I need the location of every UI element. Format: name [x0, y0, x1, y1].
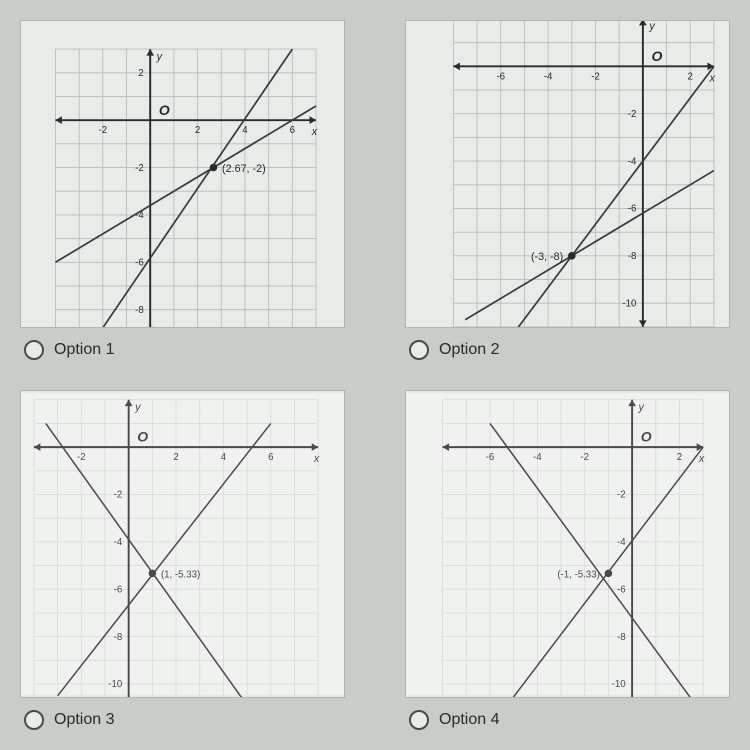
option-3-block: -2 2 4 6 -2 -4 -6 -8 -10 Oy x (1, -5.33) Option 3 [20, 390, 345, 730]
svg-text:2: 2 [138, 68, 143, 79]
option-4-graph: -6 -4 -2 2 -2 -4 -6 -8 -10 Oy x (-1, -5.33) [405, 390, 730, 698]
svg-text:O: O [159, 102, 170, 118]
svg-text:2: 2 [677, 452, 682, 463]
option-1-row[interactable]: Option 1 [20, 340, 345, 360]
svg-text:-4: -4 [544, 71, 553, 82]
svg-text:2: 2 [688, 71, 693, 82]
option-1-block: -22462-2-4-6-8Oyx(2.67, -2) Option 1 [20, 20, 345, 360]
option-4-label: Option 4 [439, 711, 499, 729]
svg-text:-2: -2 [617, 490, 626, 501]
svg-text:6: 6 [290, 125, 295, 136]
svg-text:(2.67, -2): (2.67, -2) [222, 163, 266, 175]
svg-text:-2: -2 [114, 490, 123, 501]
svg-text:O: O [137, 429, 148, 445]
svg-text:y: y [638, 401, 645, 413]
svg-text:-6: -6 [486, 452, 495, 463]
svg-text:(-1, -5.33): (-1, -5.33) [557, 570, 599, 581]
option-4-radio[interactable] [409, 710, 429, 730]
svg-text:x: x [311, 126, 318, 138]
svg-text:-2: -2 [580, 452, 589, 463]
option-2-label: Option 2 [439, 341, 499, 359]
svg-text:-6: -6 [135, 258, 144, 269]
svg-text:x: x [313, 453, 320, 465]
svg-text:-8: -8 [135, 305, 144, 316]
option-3-graph: -2 2 4 6 -2 -4 -6 -8 -10 Oy x (1, -5.33) [20, 390, 345, 698]
option-2-block: -6 -4 -2 2 -2 -4 -6 -8 -10 Oy x (-3, -8) Option 2 [405, 20, 730, 360]
svg-text:-4: -4 [617, 537, 626, 548]
option-1-graph: -22462-2-4-6-8Oyx(2.67, -2) [20, 20, 345, 328]
svg-text:-10: -10 [622, 298, 636, 309]
svg-text:-2: -2 [99, 125, 108, 136]
svg-text:-6: -6 [628, 204, 637, 215]
svg-text:y: y [156, 51, 163, 63]
svg-text:-4: -4 [533, 452, 542, 463]
svg-text:y: y [648, 21, 655, 33]
svg-text:6: 6 [268, 452, 273, 463]
svg-text:4: 4 [242, 125, 248, 136]
svg-text:x: x [698, 453, 705, 465]
option-1-label: Option 1 [54, 341, 114, 359]
svg-text:-4: -4 [114, 537, 123, 548]
option-2-graph: -6 -4 -2 2 -2 -4 -6 -8 -10 Oy x (-3, -8) [405, 20, 730, 328]
options-grid: -22462-2-4-6-8Oyx(2.67, -2) Option 1 -6-… [20, 20, 730, 730]
svg-text:y: y [134, 401, 141, 413]
option-4-row[interactable]: Option 4 [405, 710, 730, 730]
svg-text:(1, -5.33): (1, -5.33) [161, 570, 200, 581]
svg-text:-8: -8 [114, 632, 123, 643]
option-1-radio[interactable] [24, 340, 44, 360]
svg-text:-2: -2 [135, 163, 144, 174]
option-3-row[interactable]: Option 3 [20, 710, 345, 730]
svg-text:-4: -4 [628, 156, 637, 167]
svg-text:O: O [641, 429, 652, 445]
svg-text:(-3, -8): (-3, -8) [531, 251, 563, 263]
svg-text:-6: -6 [496, 71, 505, 82]
svg-text:-8: -8 [628, 251, 637, 262]
svg-text:4: 4 [221, 452, 227, 463]
svg-text:-8: -8 [617, 632, 626, 643]
option-3-radio[interactable] [24, 710, 44, 730]
svg-text:O: O [651, 48, 662, 64]
svg-text:-10: -10 [612, 679, 626, 690]
svg-text:2: 2 [195, 125, 200, 136]
svg-text:-6: -6 [617, 584, 626, 595]
svg-text:-2: -2 [591, 71, 600, 82]
option-2-row[interactable]: Option 2 [405, 340, 730, 360]
svg-text:-2: -2 [77, 452, 86, 463]
svg-text:x: x [709, 72, 716, 84]
svg-text:-6: -6 [114, 584, 123, 595]
option-2-radio[interactable] [409, 340, 429, 360]
svg-text:-2: -2 [628, 109, 637, 120]
svg-text:2: 2 [173, 452, 178, 463]
option-4-block: -6 -4 -2 2 -2 -4 -6 -8 -10 Oy x (-1, -5.33) Option … [405, 390, 730, 730]
option-3-label: Option 3 [54, 711, 114, 729]
svg-text:-10: -10 [108, 679, 122, 690]
